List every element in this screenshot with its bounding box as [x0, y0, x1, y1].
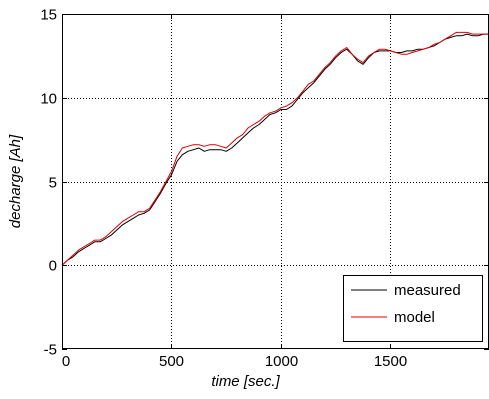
x-axis-label: time [sec.]	[211, 373, 280, 390]
y-axis-label: decharge [Ah]	[7, 134, 24, 228]
x-tick-label: 0	[62, 353, 70, 370]
x-tick-label: 1000	[265, 353, 298, 370]
legend: measured model	[343, 275, 483, 342]
legend-box	[343, 275, 483, 342]
legend-label-model: model	[394, 309, 435, 326]
y-tick-label: 0	[49, 258, 57, 275]
axis-ticks: 0 500 1000 1500 -5 0 5 10 15	[40, 7, 489, 370]
series-line-model	[61, 31, 489, 266]
legend-label-measured: measured	[394, 282, 461, 299]
x-tick-label: 1500	[374, 353, 407, 370]
series-line-measured	[61, 33, 489, 266]
y-tick-label: 10	[40, 91, 57, 108]
series-layer	[61, 31, 489, 266]
y-tick-label: 15	[40, 7, 57, 24]
x-tick-label: 500	[159, 353, 184, 370]
y-tick-label: -5	[44, 342, 57, 359]
y-tick-label: 5	[49, 175, 57, 192]
